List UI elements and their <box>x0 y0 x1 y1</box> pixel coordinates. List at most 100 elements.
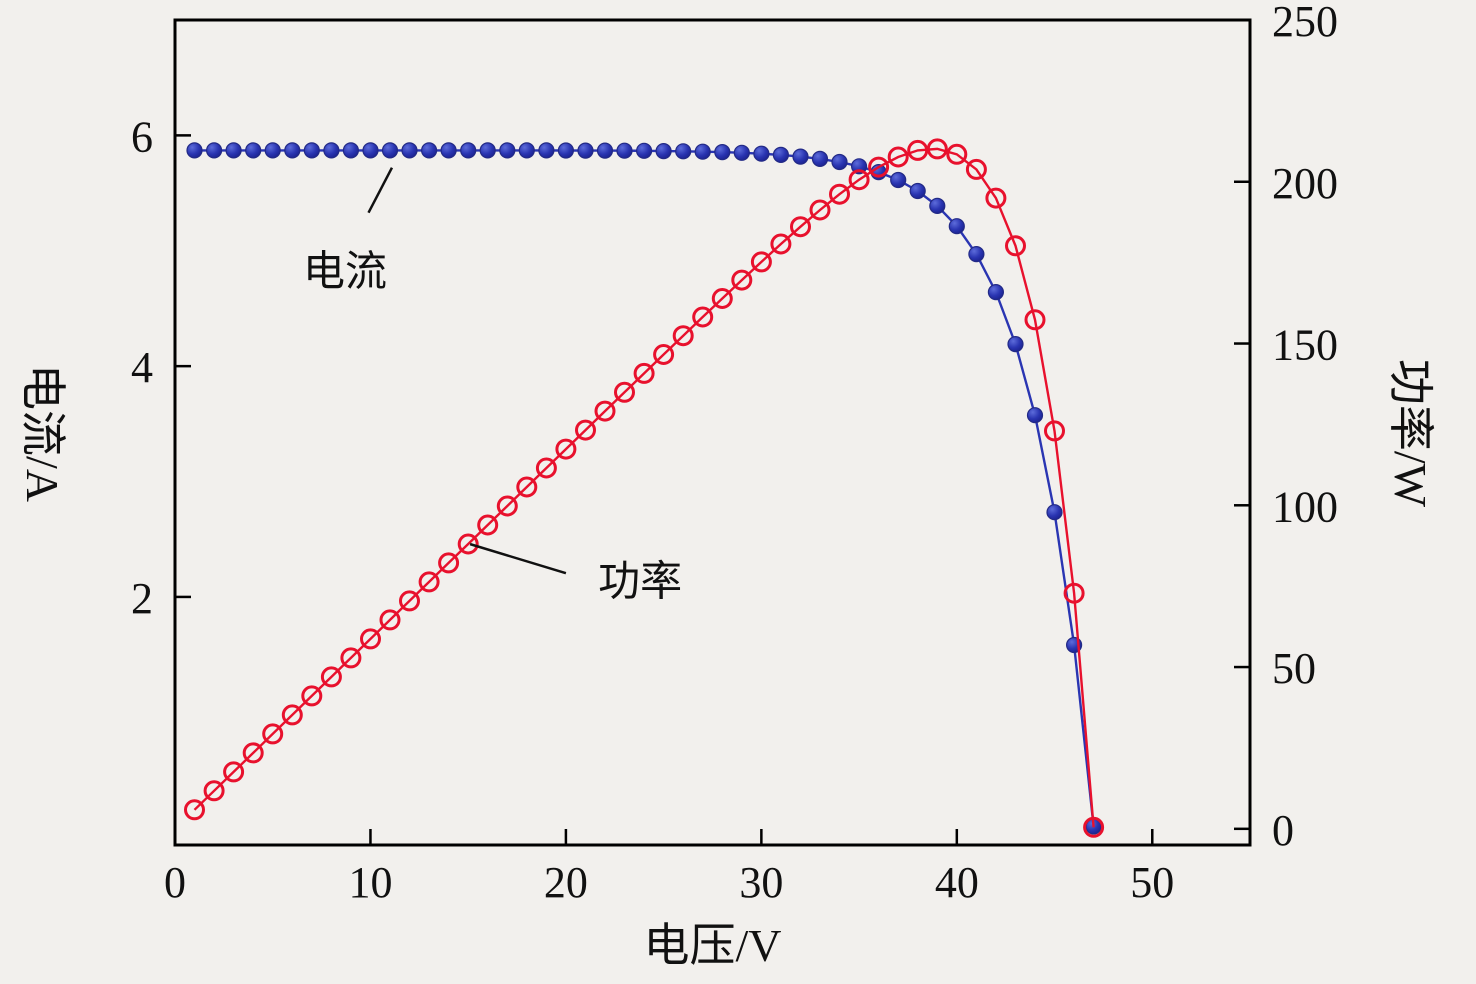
current-point <box>1007 336 1024 353</box>
y-axis-label-right: 功率/W <box>1385 358 1436 507</box>
power-point <box>1024 309 1046 331</box>
power-point <box>262 723 284 745</box>
power-point <box>868 156 890 178</box>
power-point <box>281 704 303 726</box>
current-point <box>460 142 477 159</box>
current-point <box>421 142 438 159</box>
power-point <box>477 514 499 536</box>
power-point <box>594 400 616 422</box>
power-point <box>965 158 987 180</box>
power-point <box>946 143 968 165</box>
current-point <box>694 143 711 160</box>
annotation-current: 电流 <box>303 249 388 296</box>
y-right-tick-label: 0 <box>1272 806 1294 855</box>
current-point <box>655 143 672 160</box>
x-tick-label: 10 <box>348 858 392 907</box>
current-point <box>401 142 418 159</box>
current-point <box>440 142 457 159</box>
x-axis-label: 电压/V <box>643 920 782 971</box>
current-point <box>596 142 614 159</box>
current-point <box>1046 504 1063 521</box>
power-point <box>203 780 225 802</box>
current-point <box>987 284 1005 301</box>
current-point <box>284 142 301 159</box>
power-point <box>457 533 479 555</box>
y-right-tick-label: 250 <box>1272 0 1338 46</box>
power-point <box>926 138 948 160</box>
power-point <box>399 590 420 612</box>
current-point <box>245 142 262 159</box>
y-right-tick-label: 50 <box>1272 644 1316 693</box>
current-point <box>733 144 750 161</box>
power-point <box>809 199 831 221</box>
current-point <box>909 182 926 200</box>
x-tick-label: 0 <box>164 858 186 907</box>
current-point <box>792 148 809 165</box>
power-point <box>516 476 538 498</box>
current-point <box>811 150 829 167</box>
power-point <box>633 362 655 384</box>
power-point <box>340 647 362 669</box>
power-point <box>360 628 381 650</box>
power-point <box>555 438 577 460</box>
current-point <box>714 144 731 161</box>
current-point <box>538 142 555 159</box>
y-right-tick-label: 100 <box>1272 482 1338 531</box>
y-axis-label-left: 电流/A <box>17 363 68 502</box>
current-point <box>499 142 516 159</box>
power-point <box>829 183 850 205</box>
power-point <box>790 216 811 238</box>
current-point <box>381 142 399 159</box>
current-point <box>186 142 203 159</box>
current-point <box>890 171 907 189</box>
power-point <box>750 251 772 273</box>
power-point <box>848 169 870 191</box>
x-tick-label: 30 <box>739 858 783 907</box>
power-point <box>1083 816 1105 838</box>
power-point <box>496 495 518 517</box>
annotation-power: 功率 <box>598 559 683 606</box>
current-point <box>948 218 965 235</box>
power-point <box>242 742 264 764</box>
x-tick-label: 20 <box>544 858 588 907</box>
power-point <box>438 552 460 574</box>
current-point <box>675 143 692 160</box>
x-tick-label: 50 <box>1130 858 1174 907</box>
power-point <box>223 761 245 783</box>
current-point <box>831 153 848 171</box>
current-point <box>303 142 320 159</box>
current-point <box>206 142 223 159</box>
current-point <box>518 142 535 159</box>
power-point <box>575 419 596 441</box>
current-point <box>323 142 340 159</box>
current-point <box>557 142 575 159</box>
y-left-tick-label: 4 <box>131 343 153 392</box>
y-right-tick-label: 150 <box>1272 321 1338 370</box>
current-point <box>479 142 496 159</box>
power-point <box>1044 420 1065 442</box>
x-tick-label: 40 <box>935 858 979 907</box>
current-point <box>577 142 594 159</box>
power-point <box>301 685 323 707</box>
power-point <box>614 381 635 403</box>
plot-border <box>173 18 1252 847</box>
current-point <box>635 142 653 159</box>
current-point <box>264 142 281 159</box>
y-left-tick-label: 6 <box>131 112 153 161</box>
power-point <box>379 609 401 631</box>
power-point <box>184 799 205 821</box>
power-point <box>418 571 440 593</box>
current-point <box>753 145 770 162</box>
power-point <box>1063 582 1085 604</box>
power-point <box>692 306 714 328</box>
current-point <box>1026 407 1044 424</box>
power-point <box>535 457 557 479</box>
y-right-tick-label: 200 <box>1272 159 1338 208</box>
y-left-tick-label: 2 <box>131 574 153 623</box>
annotation-leader <box>367 167 394 214</box>
power-point <box>711 288 733 309</box>
current-point <box>929 197 946 214</box>
power-point <box>672 325 694 347</box>
power-point <box>770 233 792 255</box>
